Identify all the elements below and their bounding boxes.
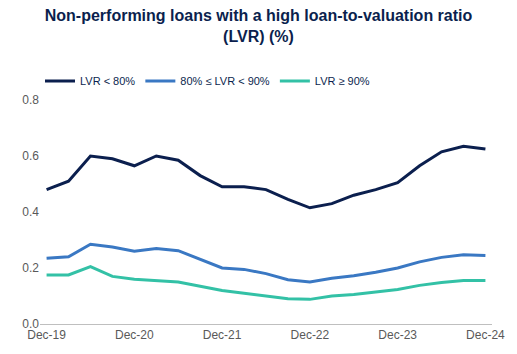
svg-text:Non-performing loans with a hi: Non-performing loans with a high loan-to… <box>45 7 473 45</box>
svg-text:Dec-20: Dec-20 <box>115 328 154 342</box>
svg-text:Dec-21: Dec-21 <box>203 328 242 342</box>
svg-text:0.2: 0.2 <box>22 261 39 275</box>
svg-text:Dec-24: Dec-24 <box>466 328 505 342</box>
svg-text:0.6: 0.6 <box>22 149 39 163</box>
svg-text:0.8: 0.8 <box>22 93 39 107</box>
svg-text:LVR < 80%: LVR < 80% <box>80 75 135 87</box>
svg-text:Dec-22: Dec-22 <box>291 328 330 342</box>
svg-text:Dec-19: Dec-19 <box>27 328 66 342</box>
svg-text:80% ≤ LVR < 90%: 80% ≤ LVR < 90% <box>180 75 270 87</box>
svg-text:0.4: 0.4 <box>22 205 39 219</box>
svg-text:LVR ≥ 90%: LVR ≥ 90% <box>315 75 370 87</box>
svg-text:Dec-23: Dec-23 <box>378 328 417 342</box>
svg-text:0.0: 0.0 <box>22 317 39 331</box>
